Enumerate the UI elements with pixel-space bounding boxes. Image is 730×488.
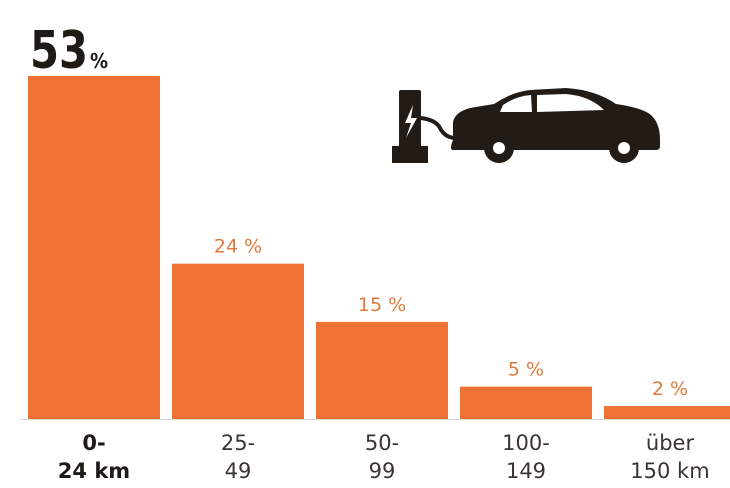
electric-car-charging-icon	[392, 88, 660, 163]
category-labels-group: 0- 24 km 25- 49 50- 99 100- 149 über 150 km	[58, 431, 710, 483]
value-label-1: 24 %	[214, 236, 262, 258]
category-label-0-line-0: 0-	[82, 431, 105, 455]
value-label-3: 5 %	[508, 359, 544, 381]
bar-1	[172, 264, 304, 419]
value-label-2: 15 %	[358, 294, 406, 316]
bar-3	[460, 387, 592, 419]
category-label-4-line-1: 150 km	[630, 459, 709, 483]
category-label-1-line-0: 25-	[221, 431, 255, 455]
category-label-3-line-0: 100-	[502, 431, 550, 455]
value-label-4: 2 %	[652, 378, 688, 400]
bar-4	[604, 406, 730, 419]
category-label-3-line-1: 149	[506, 459, 546, 483]
category-label-0-line-1: 24 km	[58, 459, 130, 483]
category-label-2-line-0: 50-	[365, 431, 399, 455]
bar-0	[28, 76, 160, 419]
bar-2	[316, 322, 448, 419]
category-label-2-line-1: 99	[369, 459, 396, 483]
category-label-1-line-1: 49	[225, 459, 252, 483]
value-label-0: 53%	[30, 21, 108, 81]
category-label-4-line-0: über	[646, 431, 695, 455]
